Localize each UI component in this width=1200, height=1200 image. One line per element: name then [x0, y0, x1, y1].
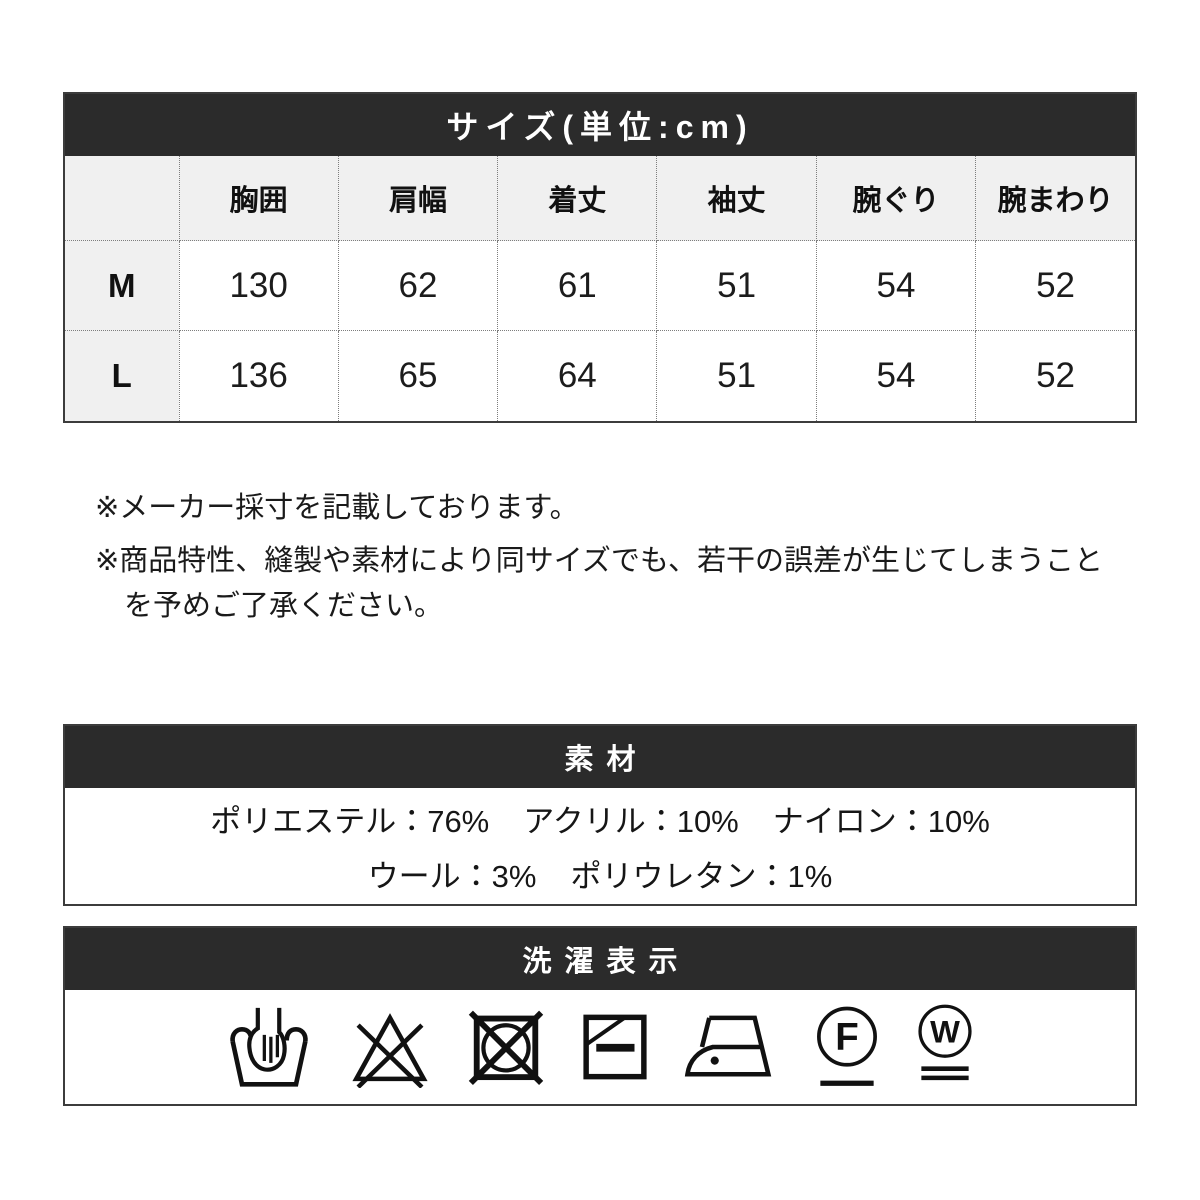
size-column-header: 腕ぐり: [815, 155, 977, 241]
material-title-bar: 素材: [65, 726, 1135, 788]
size-value-cell: 52: [975, 330, 1136, 421]
size-row-label: L: [64, 330, 180, 421]
size-column-header: 胸囲: [178, 155, 339, 241]
hand-wash-icon: [230, 1007, 308, 1087]
size-value-cell: 65: [337, 330, 499, 421]
care-symbols-row: F W: [65, 990, 1135, 1104]
size-table: 胸囲 肩幅 着丈 袖丈 腕ぐり 腕まわり M 130 62 61 51 54 52 L 136 65 64 51…: [64, 155, 1136, 421]
size-value-cell: 62: [337, 240, 499, 331]
dry-clean-petroleum-gentle-icon: F: [817, 1006, 877, 1086]
size-column-header: 着丈: [497, 155, 658, 241]
svg-text:F: F: [835, 1016, 859, 1059]
size-value-cell: 54: [815, 240, 977, 331]
note-line: ※メーカー採寸を記載しております。: [95, 492, 579, 524]
material-item: アクリル：10%: [523, 804, 739, 839]
material-item: ナイロン：10%: [772, 804, 990, 839]
dry-flat-in-shade-icon: [583, 1014, 647, 1080]
material-section: 素材 ポリエステル：76% アクリル：10% ナイロン：10% ウール：3% ポリウレタ…: [63, 724, 1137, 906]
note-line: ※商品特性、縫製や素材により同サイズでも、若干の誤差が生じてしまうことを予めご了…: [95, 544, 1103, 622]
size-table-body: M 130 62 61 51 54 52 L 136 65 64 51 54 52: [64, 240, 1136, 421]
size-table-section: サイズ(単位:cm) 胸囲 肩幅 着丈 袖丈 腕ぐり 腕まわり M 130 62 61 51 54 5…: [63, 92, 1137, 423]
size-value-cell: 64: [497, 330, 658, 421]
iron-low-temp-icon: [684, 1015, 772, 1077]
size-value-cell: 130: [178, 240, 339, 331]
size-value-cell: 52: [975, 240, 1136, 331]
laundry-section: 洗濯表示: [63, 926, 1137, 1106]
size-table-row: M 130 62 61 51 54 52: [64, 240, 1136, 331]
material-composition: ポリエステル：76% アクリル：10% ナイロン：10% ウール：3% ポリウレタン：1…: [65, 788, 1135, 904]
size-value-cell: 136: [178, 330, 339, 421]
size-table-row: L 136 65 64 51 54 52: [64, 330, 1136, 421]
material-line: ウール：3% ポリウレタン：1%: [368, 851, 833, 896]
measurement-notes: ※メーカー採寸を記載しております。 ※商品特性、縫製や素材により同サイズでも、若…: [95, 486, 1107, 637]
size-column-header: 肩幅: [337, 155, 499, 241]
do-not-tumble-dry-icon: [468, 1010, 544, 1086]
size-column-header: 腕まわり: [975, 155, 1136, 241]
size-value-cell: 51: [656, 240, 817, 331]
size-table-corner-cell: [64, 155, 180, 241]
material-title: 素材: [564, 744, 649, 776]
laundry-title: 洗濯表示: [522, 946, 691, 978]
size-table-title: サイズ(単位:cm): [446, 109, 754, 145]
svg-text:W: W: [930, 1013, 960, 1049]
material-item: ポリエステル：76%: [210, 804, 490, 839]
size-value-cell: 54: [815, 330, 977, 421]
size-value-cell: 61: [497, 240, 658, 331]
material-item: ポリウレタン：1%: [570, 859, 833, 894]
material-line: ポリエステル：76% アクリル：10% ナイロン：10%: [210, 796, 990, 841]
size-column-header: 袖丈: [656, 155, 817, 241]
size-row-label: M: [64, 240, 180, 331]
wet-clean-very-gentle-icon: W: [918, 1004, 972, 1081]
size-table-title-bar: サイズ(単位:cm): [65, 94, 1135, 156]
size-value-cell: 51: [656, 330, 817, 421]
size-table-head-row: 胸囲 肩幅 着丈 袖丈 腕ぐり 腕まわり: [64, 155, 1136, 241]
material-item: ウール：3%: [367, 859, 537, 894]
do-not-bleach-icon: [352, 1013, 428, 1088]
laundry-title-bar: 洗濯表示: [65, 928, 1135, 990]
